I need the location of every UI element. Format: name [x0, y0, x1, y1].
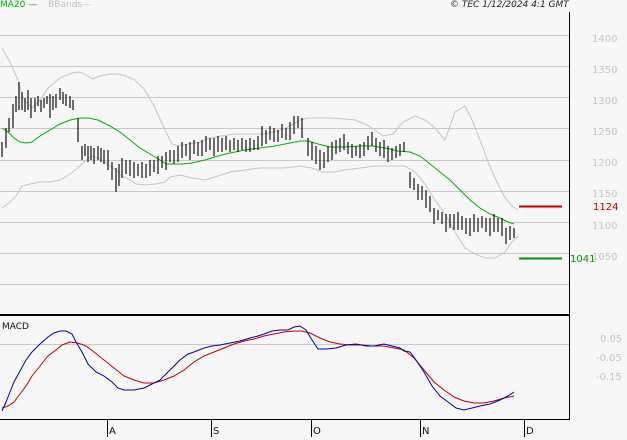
- macd-panel-title: MACD: [2, 322, 29, 332]
- bbands-upper-line: [1, 47, 519, 211]
- price-axis-label: 1200: [592, 158, 618, 169]
- price-bars: [1, 82, 515, 244]
- price-axis-label: 1350: [592, 65, 618, 76]
- macd-signal-line: [1, 330, 515, 409]
- macd-axis-label: -0.15: [596, 372, 622, 383]
- macd-axis-label: -0.05: [596, 353, 622, 364]
- x-axis-label-nov: N: [422, 426, 430, 437]
- x-axis-label-aug: A: [109, 426, 116, 437]
- price-axis-label: 1050: [592, 252, 618, 263]
- x-axis-label-dec: D: [526, 426, 534, 437]
- x-axis-ticks: [107, 419, 525, 437]
- macd-main-line: [1, 325, 515, 412]
- price-axis-label: 1150: [592, 189, 618, 200]
- x-axis-label-oct: O: [313, 426, 321, 437]
- price-axis-label: 1250: [592, 127, 618, 138]
- ma20-line: [1, 117, 515, 225]
- legend-bbands: BBands—: [48, 0, 92, 10]
- x-axis-label-sep: S: [213, 426, 220, 437]
- chart-legend: MA20 — BBands—: [0, 0, 91, 10]
- price-axis-label: 1400: [592, 34, 618, 45]
- bbands-lower-line: [1, 155, 519, 259]
- copyright-text: © TEC 1/12/2024 4:1 GMT: [450, 0, 569, 10]
- resistance-level-label: 1124: [593, 202, 619, 213]
- price-axis-label: 1300: [592, 96, 618, 107]
- macd-axis-label: 0.05: [600, 334, 623, 345]
- support-level-label: 1041: [570, 254, 596, 265]
- price-gridlines: [0, 35, 569, 285]
- legend-ma20: MA20 —: [0, 0, 38, 10]
- price-axis-label: 1100: [592, 221, 618, 232]
